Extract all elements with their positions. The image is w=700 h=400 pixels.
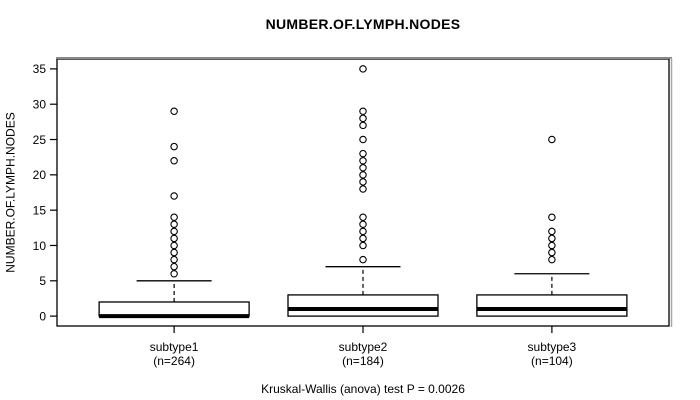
- outlier-point-subtype1: [170, 255, 178, 264]
- outlier-point-subtype2: [359, 171, 367, 179]
- outlier-point-subtype2: [359, 220, 367, 229]
- outlier-point-subtype3: [548, 241, 556, 250]
- outlier-point-subtype1: [170, 234, 178, 243]
- outlier-point-subtype2: [359, 178, 367, 186]
- y-tick-label: 25: [33, 133, 47, 147]
- y-axis-label: NUMBER.OF.LYMPH.NODES: [3, 112, 18, 273]
- outlier-point-subtype1: [170, 220, 178, 229]
- y-tick-label: 5: [39, 274, 46, 288]
- y-tick-label: 15: [33, 203, 47, 217]
- y-tick-label: 35: [33, 62, 47, 76]
- outlier-point-subtype1: [170, 269, 178, 278]
- y-tick-label: 10: [33, 239, 47, 253]
- box-subtype1: [98, 301, 250, 317]
- outlier-point-subtype2: [359, 213, 367, 221]
- outlier-point-subtype3: [548, 213, 556, 221]
- outlier-point-subtype2: [359, 227, 367, 236]
- box-subtype3: [476, 294, 628, 317]
- outlier-point-subtype1: [170, 262, 178, 271]
- y-tick-label: 0: [39, 309, 46, 323]
- outlier-point-subtype3: [548, 234, 556, 243]
- stat-test-caption: Kruskal-Wallis (anova) test P = 0.0026: [261, 382, 465, 396]
- outlier-point-subtype2: [359, 185, 367, 193]
- outlier-point-subtype2: [359, 114, 367, 123]
- outlier-point-subtype1: [170, 227, 178, 236]
- outlier-point-subtype3: [548, 255, 556, 264]
- group-n-label-subtype2: (n=184): [342, 354, 384, 368]
- group-label-subtype1: subtype1: [150, 340, 199, 354]
- outlier-point-subtype1: [170, 142, 178, 151]
- outlier-point-subtype2: [359, 135, 367, 144]
- group-n-label-subtype1: (n=264): [153, 354, 195, 368]
- outlier-point-subtype1: [170, 248, 178, 257]
- outlier-point-subtype1: [170, 241, 178, 250]
- box-subtype2: [287, 294, 439, 317]
- outlier-point-subtype2: [359, 234, 367, 243]
- outlier-point-subtype2: [359, 241, 367, 250]
- outlier-point-subtype2: [359, 255, 367, 264]
- outlier-point-subtype3: [548, 227, 556, 236]
- outlier-point-subtype1: [170, 156, 178, 165]
- y-tick-label: 30: [33, 98, 47, 112]
- outlier-point-subtype3: [548, 248, 556, 257]
- y-tick-label: 20: [33, 168, 47, 182]
- outlier-point-subtype1: [170, 107, 178, 116]
- outlier-point-subtype2: [359, 121, 367, 130]
- outlier-point-subtype1: [170, 213, 178, 221]
- group-label-subtype2: subtype2: [339, 340, 388, 354]
- outlier-point-subtype2: [359, 164, 367, 172]
- outlier-point-subtype2: [359, 65, 367, 73]
- outlier-point-subtype2: [359, 107, 367, 116]
- chart-title: NUMBER.OF.LYMPH.NODES: [265, 16, 461, 32]
- outlier-point-subtype3: [548, 135, 556, 144]
- group-label-subtype3: subtype3: [528, 340, 577, 354]
- outlier-point-subtype2: [359, 156, 367, 165]
- group-n-label-subtype3: (n=104): [531, 354, 573, 368]
- outlier-point-subtype1: [170, 192, 178, 200]
- outlier-point-subtype2: [359, 149, 367, 158]
